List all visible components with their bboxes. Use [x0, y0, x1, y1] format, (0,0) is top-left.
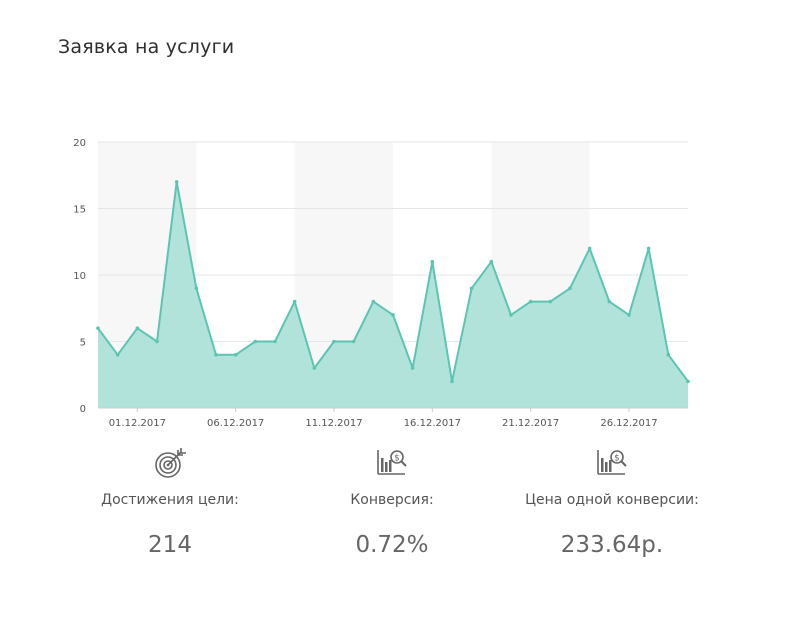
data-point — [312, 366, 317, 370]
data-point — [174, 180, 179, 184]
x-tick-label: 16.12.2017 — [404, 418, 461, 429]
x-tick-label: 21.12.2017 — [502, 418, 559, 429]
data-point — [686, 379, 690, 384]
data-point — [155, 339, 159, 344]
x-axis: 01.12.2017 06.12.2017 11.12.2017 16.12.2017… — [109, 408, 658, 429]
chart-dollar-icon: $ — [597, 450, 627, 475]
data-point — [115, 353, 120, 357]
data-point — [430, 259, 435, 264]
y-tick-label: 5 — [80, 338, 86, 349]
y-axis: 0 5 10 15 20 — [73, 138, 86, 415]
stat-conversion-value: 0.72% — [355, 532, 429, 558]
data-point — [587, 246, 592, 251]
data-point — [371, 299, 376, 304]
series-points — [96, 180, 690, 384]
y-tick-label: 10 — [73, 271, 86, 282]
area-chart: 0 5 10 15 20 01.12.2017 06.12.2017 11.12.2017 1… — [73, 138, 690, 429]
data-point — [666, 353, 671, 357]
series-area — [98, 181, 688, 408]
data-point — [194, 286, 199, 291]
svg-text:$: $ — [394, 454, 399, 464]
stat-goals-value: 214 — [148, 532, 192, 558]
stat-cost-value: 233.64р. — [560, 532, 664, 558]
data-point — [332, 339, 336, 344]
x-tick-label: 06.12.2017 — [207, 418, 264, 429]
y-tick-label: 0 — [80, 404, 86, 415]
chart-title: Заявка на услуги — [58, 36, 235, 58]
data-point — [410, 366, 415, 370]
data-point — [233, 353, 238, 357]
data-point — [548, 299, 553, 304]
data-point — [450, 379, 454, 384]
stat-cost: $ Цена одной конверсии: 233.64р. — [502, 446, 722, 558]
data-point — [96, 326, 100, 331]
stat-cost-label: Цена одной конверсии: — [525, 492, 699, 508]
data-point — [292, 299, 297, 304]
data-point — [627, 313, 631, 317]
data-point — [489, 259, 494, 264]
y-tick-label: 20 — [73, 138, 86, 149]
data-point — [607, 299, 612, 304]
data-point — [469, 286, 474, 291]
x-tick-label: 11.12.2017 — [305, 418, 362, 429]
data-point — [391, 313, 395, 317]
stat-goals-label: Достижения цели: — [101, 492, 239, 508]
data-point — [253, 339, 258, 344]
data-point — [214, 353, 218, 357]
target-icon — [155, 448, 186, 478]
stat-conversion: $ Конверсия: 0.72% — [282, 446, 502, 558]
stat-goals: Достижения цели: 214 — [60, 446, 280, 558]
y-tick-label: 15 — [73, 205, 86, 216]
data-point — [351, 339, 356, 344]
data-point — [646, 246, 651, 251]
x-tick-label: 26.12.2017 — [600, 418, 657, 429]
data-point — [528, 299, 533, 304]
data-point — [135, 326, 140, 331]
x-tick-label: 01.12.2017 — [109, 418, 166, 429]
data-point — [273, 339, 277, 344]
data-point — [568, 286, 572, 291]
svg-text:$: $ — [614, 454, 619, 464]
chart-dollar-icon: $ — [377, 450, 407, 475]
stat-conversion-label: Конверсия: — [350, 492, 434, 508]
data-point — [509, 313, 513, 317]
